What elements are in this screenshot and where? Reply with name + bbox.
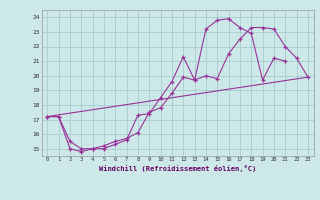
X-axis label: Windchill (Refroidissement éolien,°C): Windchill (Refroidissement éolien,°C) bbox=[99, 165, 256, 172]
